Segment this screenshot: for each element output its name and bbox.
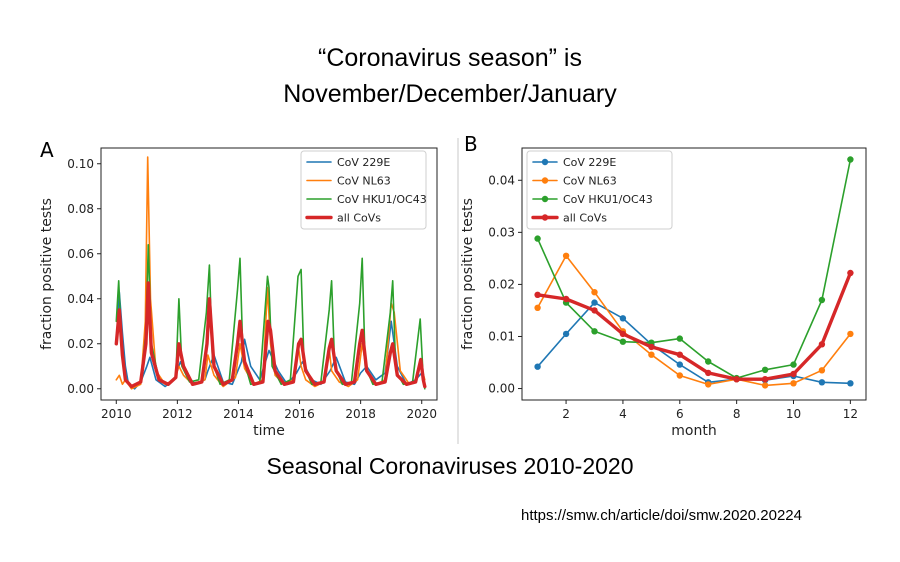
x-tick-label: 4 — [619, 407, 627, 421]
data-point-allcovs — [733, 376, 740, 383]
series-line-allcovs — [114, 281, 427, 389]
legend-marker-covhku1 — [541, 195, 549, 203]
data-point-covnl63 — [818, 367, 826, 374]
data-point-cov229e — [619, 315, 627, 322]
y-tick-label: 0.02 — [67, 337, 94, 351]
y-tick-label: 0.00 — [67, 382, 94, 396]
data-point-allcovs — [676, 351, 683, 358]
series-line-covhku1 — [115, 244, 426, 390]
data-point-allcovs — [790, 370, 797, 378]
y-tick-label: 0.06 — [67, 247, 94, 261]
y-tick-label: 0.03 — [488, 225, 515, 239]
x-axis-label: month — [671, 423, 716, 439]
data-point-allcovs — [648, 343, 655, 351]
plot-frame — [521, 147, 867, 401]
data-point-covnl63 — [847, 330, 854, 338]
data-point-covhku1 — [676, 335, 683, 342]
x-tick-label: 2014 — [223, 407, 254, 421]
data-point-allcovs — [591, 307, 598, 314]
y-tick-label: 0.01 — [488, 329, 515, 343]
y-tick-label: 0.10 — [67, 157, 94, 171]
series-line-allcovs — [535, 271, 853, 381]
data-point-cov229e — [562, 330, 570, 338]
data-point-allcovs — [619, 330, 627, 338]
x-tick-label: 10 — [786, 407, 801, 421]
plot-frame — [100, 147, 438, 401]
x-tick-label: 2020 — [406, 407, 437, 421]
legend-label-allcovs: all CoVs — [563, 212, 607, 225]
data-point-covhku1 — [847, 156, 854, 163]
data-point-covhku1 — [761, 366, 769, 373]
source-url[interactable]: https://smw.ch/article/doi/smw.2020.2022… — [521, 507, 802, 524]
data-point-cov229e — [534, 363, 541, 370]
y-tick-label: 0.02 — [488, 277, 515, 291]
series-line-covhku1 — [536, 158, 852, 379]
legend-marker-allcovs — [541, 214, 549, 221]
legend-marker-cov229e — [541, 158, 549, 166]
x-tick-label: 6 — [676, 407, 684, 421]
data-point-covhku1 — [705, 358, 712, 365]
data-point-allcovs — [534, 291, 541, 298]
panel-a-letter: A — [40, 138, 54, 162]
legend-label-covnl63: CoV NL63 — [337, 175, 391, 188]
data-point-allcovs — [818, 341, 826, 348]
y-tick-label: 0.00 — [488, 382, 515, 396]
y-tick-label: 0.04 — [488, 173, 515, 187]
legend-marker-covnl63 — [541, 177, 549, 184]
legend-box — [526, 150, 673, 230]
data-point-allcovs — [562, 295, 570, 303]
data-point-covhku1 — [534, 235, 541, 242]
legend-label-allcovs: all CoVs — [337, 212, 381, 225]
data-point-covnl63 — [790, 380, 797, 387]
data-point-covnl63 — [562, 252, 570, 259]
legend-box — [300, 150, 427, 230]
y-tick-label: 0.08 — [67, 202, 94, 216]
x-tick-label: 2016 — [284, 407, 315, 421]
series-line-cov229e — [115, 291, 426, 390]
data-point-covhku1 — [619, 338, 627, 345]
data-point-cov229e — [591, 299, 598, 306]
chart-b: 2 4 6 8 10 12 0.00 0.01 0.02 0.03 0.04 month fractio… — [460, 147, 867, 439]
data-point-cov229e — [847, 380, 854, 387]
data-point-cov229e — [676, 361, 683, 368]
series-line-covnl63 — [536, 255, 852, 387]
y-tick-label: 0.04 — [67, 292, 94, 306]
y-axis-label: fraction positive tests — [39, 198, 55, 350]
x-tick-label: 2018 — [345, 407, 376, 421]
slide-title-line-2: November/December/January — [283, 80, 617, 108]
data-point-covhku1 — [790, 361, 797, 368]
legend-label-covhku1: CoV HKU1/OC43 — [563, 193, 653, 206]
chart-a: 2010 2012 2014 2016 2018 2020 0.00 0.02 0.04 0.06… — [39, 147, 438, 439]
data-point-cov229e — [818, 379, 826, 386]
figure-caption: Seasonal Coronaviruses 2010-2020 — [266, 453, 634, 479]
data-point-covnl63 — [591, 289, 598, 296]
x-tick-label: 2012 — [162, 407, 193, 421]
data-point-allcovs — [761, 376, 769, 383]
data-point-covnl63 — [676, 372, 683, 379]
data-point-covnl63 — [761, 382, 769, 389]
legend-label-covhku1: CoV HKU1/OC43 — [337, 193, 427, 206]
data-point-covhku1 — [591, 328, 598, 335]
panel-b-letter: B — [464, 132, 478, 156]
data-point-allcovs — [847, 269, 854, 277]
x-tick-label: 2010 — [101, 407, 132, 421]
legend-label-covnl63: CoV NL63 — [563, 175, 617, 188]
data-point-allcovs — [705, 369, 712, 377]
data-point-covnl63 — [534, 304, 541, 311]
y-axis-label: fraction positive tests — [460, 198, 476, 350]
slide-title-line-1: “Coronavirus season” is — [318, 44, 582, 72]
legend-label-cov229e: CoV 229E — [563, 156, 616, 169]
x-tick-label: 2 — [562, 407, 570, 421]
data-point-covnl63 — [648, 351, 655, 358]
data-point-covnl63 — [705, 381, 712, 388]
x-tick-label: 12 — [843, 407, 858, 421]
x-tick-label: 8 — [733, 407, 741, 421]
data-point-covhku1 — [818, 296, 826, 304]
x-axis-label: time — [253, 423, 285, 439]
legend-label-cov229e: CoV 229E — [337, 156, 390, 169]
